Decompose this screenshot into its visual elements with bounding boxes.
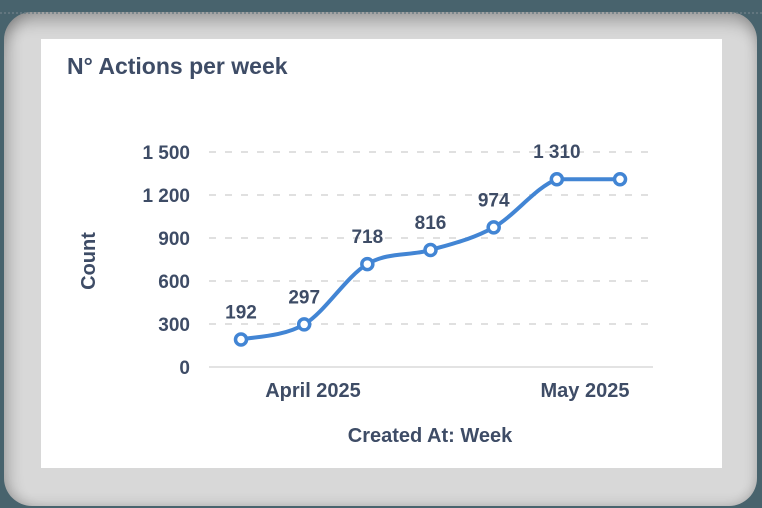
data-point[interactable]	[486, 220, 501, 235]
chart-title: N° Actions per week	[67, 53, 288, 79]
data-series: 192 297 718 816 974 1 310	[225, 142, 628, 347]
x-axis-title: Created At: Week	[348, 425, 513, 447]
gridlines	[209, 151, 653, 368]
trend-line	[239, 177, 623, 342]
y-tick-label: 0	[179, 358, 190, 379]
y-tick-label: 900	[158, 229, 190, 250]
data-point[interactable]	[612, 171, 628, 187]
point-label: 192	[225, 302, 257, 323]
point-label: 974	[478, 190, 510, 211]
y-tick-label: 600	[158, 272, 190, 293]
x-tick-label-may: May 2025	[541, 380, 630, 402]
data-point[interactable]	[296, 317, 312, 332]
data-point[interactable]	[360, 256, 375, 272]
point-label: 816	[415, 213, 447, 234]
line-chart: 1 500 1 200 900 600 300 0 Count April 20…	[78, 142, 653, 447]
data-point[interactable]	[423, 242, 438, 258]
y-tick-label: 1 200	[142, 186, 190, 207]
data-point[interactable]	[549, 171, 565, 187]
dashed-guide-line	[0, 12, 762, 14]
point-label: 718	[351, 227, 383, 248]
y-axis-title: Count	[78, 232, 100, 290]
data-point[interactable]	[233, 332, 249, 347]
y-tick-label: 1 500	[142, 143, 190, 164]
y-tick-labels: 1 500 1 200 900 600 300 0	[142, 143, 190, 379]
point-label: 297	[288, 287, 320, 308]
point-label: 1 310	[533, 142, 581, 163]
x-tick-labels: April 2025 May 2025	[265, 380, 629, 402]
x-tick-label-april: April 2025	[265, 380, 361, 402]
chart-card: N° Actions per week 1 500 1 200 900 600 …	[41, 39, 722, 468]
y-tick-label: 300	[158, 315, 190, 336]
